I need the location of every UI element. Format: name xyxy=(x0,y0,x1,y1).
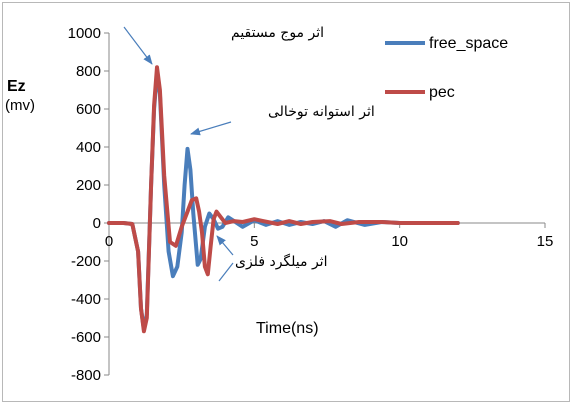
annotation-direct-wave-arrow xyxy=(123,26,153,65)
y-tick-label: -200 xyxy=(71,253,101,270)
x-tick-label: 10 xyxy=(391,233,408,250)
y-tick-label: 600 xyxy=(76,101,101,118)
annotation-metal-rebar: اثر میلگرد فلزی xyxy=(235,253,327,270)
y-tick-label: 0 xyxy=(93,215,101,232)
annotation-metal-rebar-arrow-2 xyxy=(218,262,234,282)
series-line-pec xyxy=(107,65,460,334)
x-tick-label: 5 xyxy=(250,233,258,250)
x-tick-label: 15 xyxy=(537,233,554,250)
y-tick-label: -600 xyxy=(71,329,101,346)
axes-group xyxy=(104,32,546,376)
y-tick-label: 1000 xyxy=(68,25,101,42)
annotations-group: اثر موج مستقیم اثر استوانه توخالی اثر می… xyxy=(123,25,375,282)
x-tick-label: 0 xyxy=(105,233,113,250)
y-axis-label: Ez xyxy=(7,78,26,95)
legend: free_space pec xyxy=(385,35,508,101)
y-tick-label: 200 xyxy=(76,177,101,194)
y-tick-label: 400 xyxy=(76,139,101,156)
annotation-hollow-cylinder-arrow xyxy=(190,121,232,136)
annotation-metal-rebar-arrow xyxy=(216,235,234,256)
y-axis-unit: (mv) xyxy=(5,97,35,114)
legend-label-free-space: free_space xyxy=(429,35,508,52)
x-axis-label: Time(ns) xyxy=(256,320,319,337)
annotation-direct-wave: اثر موج مستقیم xyxy=(231,25,324,41)
y-tick-label: -800 xyxy=(71,367,101,384)
chart-frame: -800 -600 -400 -200 0 200 400 600 800 1000 0 5 10 15 … xyxy=(2,2,570,402)
y-tick-label: -400 xyxy=(71,291,101,308)
legend-label-pec: pec xyxy=(429,84,455,101)
y-tick-label: 800 xyxy=(76,63,101,80)
series-lines-group xyxy=(107,65,460,334)
annotation-hollow-cylinder: اثر استوانه توخالی xyxy=(268,104,375,120)
